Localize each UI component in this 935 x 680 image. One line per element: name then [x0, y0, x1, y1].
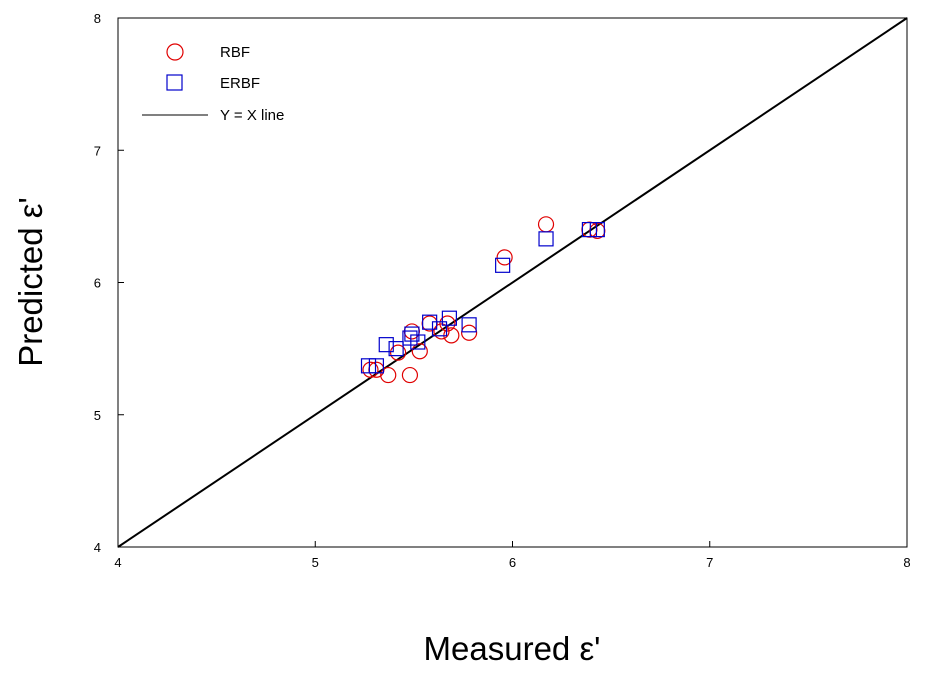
legend-erbf-marker [166, 74, 183, 91]
x-tick-label: 5 [312, 555, 319, 570]
y-tick-label: 7 [94, 143, 101, 158]
legend-line-label: Y = X line [220, 107, 284, 124]
legend-rbf-label: RBF [220, 44, 250, 61]
rbf-point [411, 343, 428, 360]
legend-rbf-marker [166, 43, 184, 61]
erbf-point [441, 310, 457, 326]
erbf-point [581, 222, 598, 238]
rbf-point [362, 361, 379, 378]
rbf-point [380, 366, 397, 384]
x-axis-label: Measured ε' [424, 630, 601, 667]
legend: RBF ERBF Y = X line [142, 43, 284, 124]
erbf-point [538, 231, 554, 247]
x-tick-label: 4 [114, 555, 121, 570]
x-axis-ticks: 4 5 6 7 8 [114, 541, 911, 570]
rbf-point [439, 315, 456, 332]
erbf-point [378, 337, 394, 353]
erbf-point [388, 341, 404, 357]
erbf-point [410, 334, 426, 350]
y-tick-label: 5 [94, 408, 101, 423]
identity-line-layer [117, 17, 908, 548]
erbf-point [461, 317, 477, 333]
y-axis-ticks: 4 5 6 7 8 [94, 11, 124, 555]
erbf-point [589, 222, 605, 238]
erbf-point [404, 326, 420, 342]
markers-layer [360, 216, 606, 384]
legend-erbf-label: ERBF [220, 75, 260, 92]
y-tick-label: 8 [94, 11, 101, 26]
rbf-point [401, 366, 419, 384]
erbf-point [402, 330, 418, 346]
x-tick-label: 7 [706, 555, 713, 570]
erbf-point [360, 358, 377, 374]
x-tick-label: 6 [509, 555, 516, 570]
erbf-point [495, 257, 511, 273]
rbf-point [496, 249, 513, 266]
erbf-point [368, 358, 384, 374]
x-tick-label: 8 [903, 555, 910, 570]
identity-line [117, 17, 908, 548]
y-tick-label: 4 [94, 540, 101, 555]
y-tick-label: 6 [94, 276, 101, 291]
rbf-point [537, 216, 555, 233]
erbf-point [431, 321, 448, 337]
y-axis-label: Predicted ε' [12, 197, 49, 367]
rbf-point [461, 324, 478, 341]
rbf-point [389, 344, 407, 361]
